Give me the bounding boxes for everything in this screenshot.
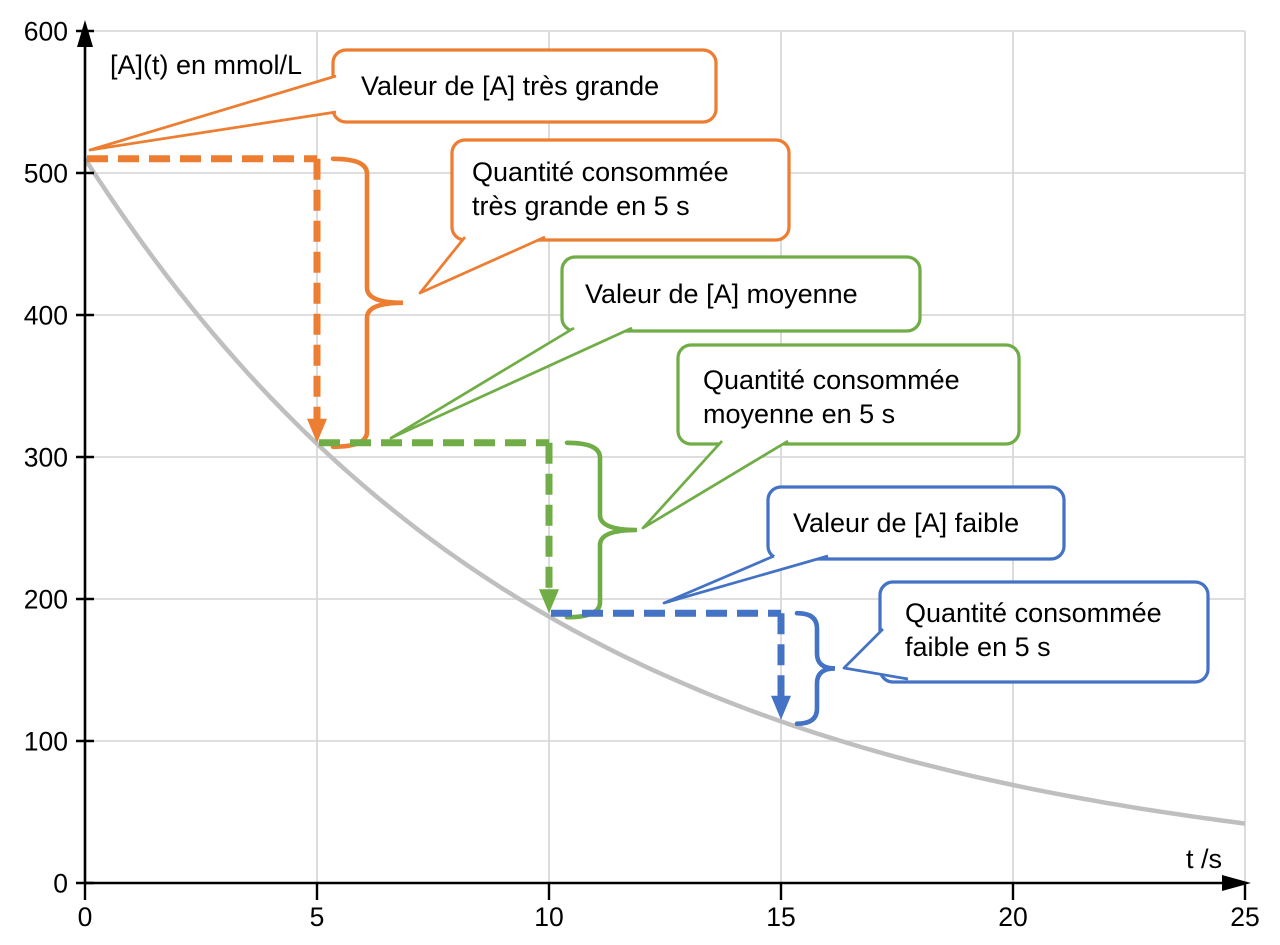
- y-tick-label: 200: [24, 585, 68, 615]
- concentration-curve: [83, 157, 1246, 826]
- callout-text-quantite-moyenne-line1: Quantité consommée: [703, 365, 960, 395]
- y-tick-label: 600: [24, 17, 68, 47]
- x-axis-title: t /s: [1186, 844, 1222, 874]
- consumed-quantity-brace: [564, 440, 638, 620]
- y-axis-arrowhead-icon: [77, 20, 93, 47]
- x-tick-label: 5: [310, 902, 325, 932]
- x-tick-label: 15: [766, 902, 795, 932]
- callout-text-quantite-tres-grande-line1: Quantité consommée: [472, 157, 729, 187]
- y-tick-label: 300: [24, 443, 68, 473]
- callout-tail-valeur-tres-grande: [88, 74, 337, 152]
- callout-box-valeur-faible: [766, 485, 1066, 561]
- callout-text-valeur-faible: Valeur de [A] faible: [793, 508, 1019, 538]
- callout-tail-quantite-tres-grande: [418, 235, 546, 295]
- callout-text-quantite-faible-line2: faible en 5 s: [905, 632, 1051, 662]
- guide-arrowhead-icon: [307, 418, 327, 443]
- callout-text-valeur-tres-grande: Valeur de [A] très grande: [361, 71, 659, 101]
- x-axis-arrowhead-icon: [1222, 875, 1251, 891]
- callout-tail-quantite-faible: [842, 628, 909, 681]
- y-axis-title: [A](t) en mmol/L: [110, 50, 302, 80]
- y-tick-label: 100: [24, 727, 68, 757]
- callout-text-quantite-moyenne-line2: moyenne en 5 s: [703, 399, 895, 429]
- x-tick-label: 0: [78, 902, 93, 932]
- callout-text-quantite-faible-line1: Quantité consommée: [905, 598, 1162, 628]
- consumed-quantity-brace: [330, 156, 404, 450]
- callouts: Valeur de [A] très grande Quantité conso…: [88, 48, 1210, 684]
- callout-tail-valeur-faible: [662, 554, 829, 605]
- callout-text-quantite-tres-grande-line2: très grande en 5 s: [472, 191, 690, 221]
- guide-arrowhead-icon: [539, 589, 559, 614]
- callout-box-valeur-moyenne: [560, 255, 922, 333]
- callout-tail-quantite-moyenne: [641, 439, 789, 530]
- guide-arrowhead-icon: [771, 695, 791, 720]
- chart-generated-layer: 0 100 200 300 400 500 600 0 5 10 15 20 25: [24, 17, 1260, 932]
- consumed-quantity-brace: [794, 610, 836, 726]
- x-tick-label: 10: [534, 902, 563, 932]
- x-tick-label: 25: [1230, 902, 1259, 932]
- x-tick-label: 20: [998, 902, 1027, 932]
- y-tick-label: 500: [24, 159, 68, 189]
- callout-tail-valeur-moyenne: [389, 326, 633, 440]
- callout-box-quantite-tres-grande: [450, 138, 791, 242]
- callout-box-quantite-moyenne: [676, 343, 1021, 446]
- y-tick-label: 400: [24, 301, 68, 331]
- callout-text-valeur-moyenne: Valeur de [A] moyenne: [585, 279, 858, 309]
- y-tick-label: 0: [53, 869, 68, 899]
